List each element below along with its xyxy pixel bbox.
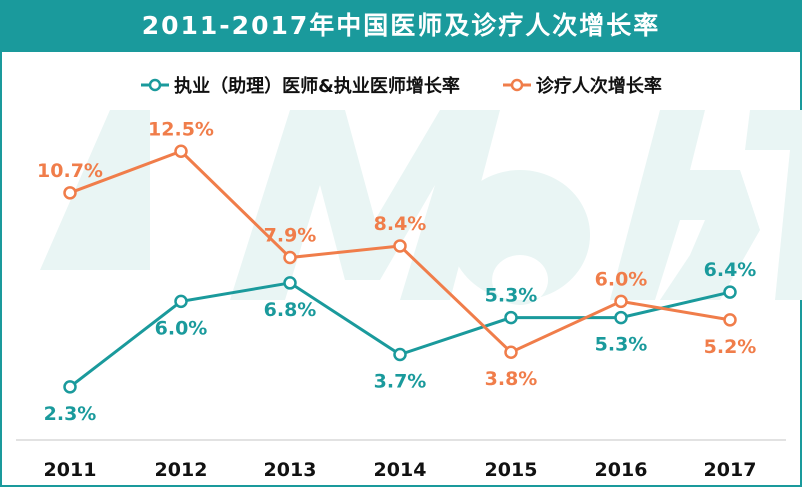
data-point — [614, 294, 628, 309]
data-point — [723, 313, 737, 327]
data-point — [393, 239, 407, 253]
data-label: 3.7% — [374, 371, 427, 393]
x-tick-label: 2015 — [485, 459, 538, 481]
data-point — [393, 347, 407, 362]
data-label: 12.5% — [148, 118, 214, 140]
data-point — [504, 345, 518, 359]
data-label: 7.9% — [264, 225, 317, 247]
data-point — [504, 310, 518, 325]
chart-title: 2011-2017年中国医师及诊疗人次增长率 — [0, 0, 802, 52]
data-label: 5.3% — [595, 334, 648, 356]
data-label: 5.2% — [704, 336, 757, 358]
legend: 执业（助理）医师&执业医师增长率 诊疗人次增长率 — [0, 72, 802, 98]
data-label: 2.3% — [44, 403, 97, 425]
x-tick-label: 2017 — [704, 459, 757, 481]
data-label: 10.7% — [37, 160, 103, 182]
data-point — [174, 294, 188, 309]
data-label: 6.4% — [704, 259, 757, 281]
data-label: 5.3% — [485, 285, 538, 307]
legend-item-visits: 诊疗人次增长率 — [502, 72, 662, 98]
legend-marker-icon — [502, 78, 531, 92]
x-tick-label: 2016 — [595, 459, 648, 481]
data-point — [63, 186, 77, 200]
data-point — [63, 380, 77, 394]
legend-marker-icon — [141, 78, 170, 92]
x-tick-label: 2013 — [264, 459, 317, 481]
x-tick-label: 2012 — [155, 459, 208, 481]
legend-label: 诊疗人次增长率 — [535, 76, 662, 97]
data-label: 3.8% — [485, 368, 538, 390]
data-point — [283, 250, 297, 265]
x-tick-label: 2011 — [44, 459, 97, 481]
data-label: 8.4% — [374, 213, 427, 235]
data-point — [174, 144, 188, 158]
data-label: 6.0% — [155, 317, 208, 339]
data-label: 6.8% — [264, 299, 317, 321]
data-label: 6.0% — [595, 268, 648, 290]
data-point — [283, 276, 297, 290]
x-tick-label: 2014 — [374, 459, 427, 481]
legend-label: 执业（助理）医师&执业医师增长率 — [174, 76, 460, 97]
legend-item-doctors: 执业（助理）医师&执业医师增长率 — [140, 72, 460, 98]
data-point — [614, 310, 628, 325]
data-point — [723, 285, 737, 299]
